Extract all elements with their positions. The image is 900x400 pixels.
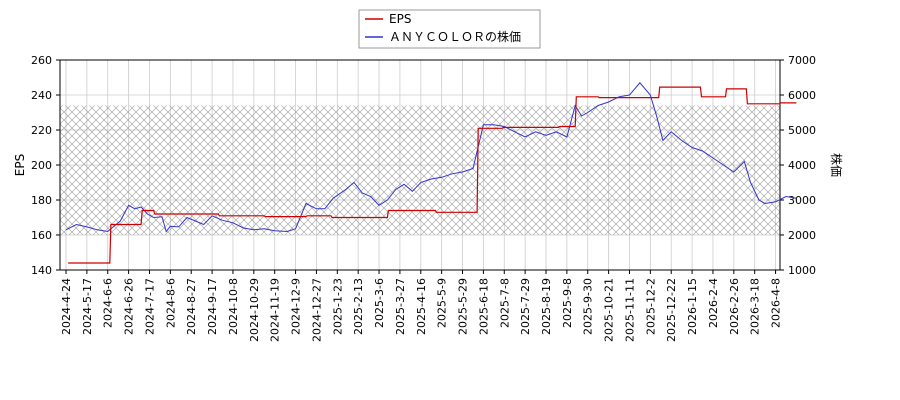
x-tick-label: 2025-7-8 xyxy=(498,278,511,328)
left-tick-label: 180 xyxy=(31,194,52,207)
eps-series-line xyxy=(68,86,797,264)
x-tick-label: 2025-9-8 xyxy=(561,278,574,328)
left-tick-label: 200 xyxy=(31,159,52,172)
right-tick-label: 1000 xyxy=(788,264,816,277)
left-axis-ticks: 140 160 180 200 220 240 260 xyxy=(31,54,60,277)
x-tick-label: 2024-12-9 xyxy=(290,278,303,335)
right-axis-title: 株価 xyxy=(829,153,844,177)
left-tick-label: 240 xyxy=(31,89,52,102)
price-range-band xyxy=(60,105,780,235)
x-tick-label: 2025-1-23 xyxy=(331,278,344,335)
x-tick-label: 2025-9-30 xyxy=(582,278,595,335)
x-tick-label: 2025-5-9 xyxy=(436,278,449,328)
x-tick-label: 2026-2-4 xyxy=(707,278,720,328)
x-tick-label: 2026-1-15 xyxy=(686,278,699,335)
left-tick-label: 140 xyxy=(31,264,52,277)
x-tick-label: 2025-8-19 xyxy=(540,278,553,335)
x-tick-label: 2024-4-24 xyxy=(60,278,73,335)
x-tick-label: 2026-2-26 xyxy=(728,278,741,335)
x-tick-label: 2024-6-6 xyxy=(102,278,115,328)
x-tick-label: 2024-8-6 xyxy=(164,278,177,328)
x-tick-label: 2025-6-18 xyxy=(477,278,490,335)
x-axis-ticks: 2024-4-24 2024-5-17 2024-6-6 2024-6-26 2024-… xyxy=(60,270,783,342)
x-tick-label: 2024-5-17 xyxy=(81,278,94,335)
left-tick-label: 160 xyxy=(31,229,52,242)
right-tick-label: 7000 xyxy=(788,54,816,67)
x-tick-label: 2025-11-11 xyxy=(623,278,636,342)
x-tick-label: 2025-4-16 xyxy=(415,278,428,335)
right-tick-label: 3000 xyxy=(788,194,816,207)
legend-label-price: ＡＮＹＣＯＬＯＲの株価 xyxy=(389,29,521,44)
right-axis-ticks: 1000 2000 3000 4000 5000 6000 7000 xyxy=(780,54,816,277)
right-tick-label: 5000 xyxy=(788,124,816,137)
x-tick-label: 2024-12-27 xyxy=(310,278,323,342)
right-tick-label: 6000 xyxy=(788,89,816,102)
left-tick-label: 260 xyxy=(31,54,52,67)
right-tick-label: 4000 xyxy=(788,159,816,172)
x-tick-label: 2024-7-17 xyxy=(143,278,156,335)
x-tick-label: 2024-11-19 xyxy=(269,278,282,342)
x-tick-label: 2024-9-17 xyxy=(206,278,219,335)
x-tick-label: 2024-6-26 xyxy=(123,278,136,335)
legend: EPS ＡＮＹＣＯＬＯＲの株価 xyxy=(358,9,541,49)
left-tick-label: 220 xyxy=(31,124,52,137)
x-tick-label: 2024-10-29 xyxy=(248,278,261,342)
price-series-line xyxy=(65,82,797,233)
x-tick-label: 2025-12-2 xyxy=(644,278,657,335)
right-tick-label: 2000 xyxy=(788,229,816,242)
x-tick-label: 2026-3-18 xyxy=(749,278,762,335)
x-tick-label: 2025-5-29 xyxy=(457,278,470,335)
x-tick-label: 2025-12-22 xyxy=(665,278,678,342)
x-tick-label: 2024-8-27 xyxy=(185,278,198,335)
x-tick-label: 2025-7-29 xyxy=(519,278,532,335)
x-tick-label: 2025-3-27 xyxy=(394,278,407,335)
x-tick-label: 2025-10-21 xyxy=(603,278,616,342)
x-tick-label: 2026-4-8 xyxy=(770,278,783,328)
legend-box xyxy=(358,9,541,49)
left-axis-title: EPS xyxy=(13,154,27,176)
x-tick-label: 2025-2-13 xyxy=(352,278,365,335)
x-tick-label: 2025-3-6 xyxy=(373,278,386,328)
legend-label-eps: EPS xyxy=(389,12,411,26)
x-tick-label: 2024-10-8 xyxy=(227,278,240,335)
